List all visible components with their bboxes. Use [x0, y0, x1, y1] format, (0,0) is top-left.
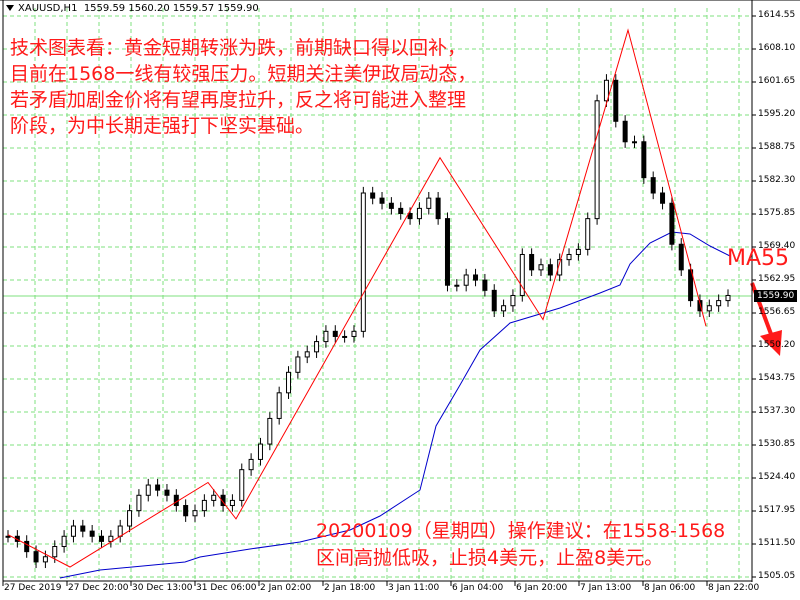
zigzag-indicator — [7, 28, 707, 568]
time-tick-label: 2 Jan 18:00 — [324, 583, 376, 593]
chart-title[interactable]: XAUUSD,H1 1559.59 1560.20 1559.57 1559.9… — [6, 3, 259, 14]
ohlc-values: 1559.59 1560.20 1559.57 1559.90 — [83, 3, 259, 14]
price-tick-label: 1582.30 — [758, 175, 796, 185]
price-tick-label: 1569.40 — [758, 241, 796, 251]
time-tick-label: 8 Jan 06:00 — [644, 583, 696, 593]
price-tick-label: 1575.85 — [758, 208, 796, 218]
analysis-line: 阶段，为中长期走强打下坚实基础。 — [10, 115, 315, 137]
analysis-line: 目前在1568一线有较强压力。短期关注美伊政局动态， — [10, 63, 477, 85]
price-tick-label: 1614.55 — [758, 10, 796, 20]
time-tick-label: 2 Jan 02:00 — [260, 583, 312, 593]
time-tick-label: 8 Jan 22:00 — [708, 583, 760, 593]
symbol-label: XAUUSD,H1 — [18, 3, 78, 14]
price-tick-label: 1550.20 — [758, 340, 796, 350]
price-tick-label: 1562.95 — [758, 274, 796, 284]
candlesticks — [5, 74, 731, 569]
analysis-line: 若矛盾加剧金价将有望再度拉升，反之将可能进入整理 — [10, 89, 467, 111]
time-tick-label: 3 Jan 11:00 — [388, 583, 440, 593]
time-tick-label: 6 Jan 20:00 — [516, 583, 568, 593]
price-tick-label: 1511.50 — [758, 538, 796, 548]
price-tick-label: 1537.30 — [758, 406, 796, 416]
ma55-line — [59, 231, 731, 579]
current-price-tag: 1559.90 — [754, 290, 798, 302]
time-tick-label: 27 Dec 2019 — [4, 583, 62, 593]
price-tick-label: 1543.75 — [758, 373, 796, 383]
chart-grid — [2, 8, 756, 586]
price-tick-label: 1517.95 — [758, 505, 796, 515]
price-tick-label: 1505.05 — [758, 571, 796, 581]
time-tick-label: 27 Dec 20:00 — [68, 583, 129, 593]
time-tick-label: 7 Jan 13:00 — [580, 583, 632, 593]
time-tick-label: 6 Jan 04:00 — [452, 583, 504, 593]
suggestion-line: 区间高抛低吸，止损4美元，止盈8美元。 — [316, 547, 664, 569]
analysis-note: 技术图表看：黄金短期转涨为跌，前期缺口得以回补， 目前在1568一线有较强压力。… — [10, 35, 476, 139]
time-tick-label: 31 Dec 06:00 — [196, 583, 257, 593]
price-tick-label: 1588.75 — [758, 142, 796, 152]
price-tick-label: 1556.65 — [758, 307, 796, 317]
price-tick-label: 1530.85 — [758, 439, 796, 449]
analysis-line: 技术图表看：黄金短期转涨为跌，前期缺口得以回补， — [10, 37, 467, 59]
price-tick-label: 1601.65 — [758, 76, 796, 86]
price-tick-label: 1524.40 — [758, 472, 796, 482]
price-tick-label: 1595.20 — [758, 109, 796, 119]
trade-suggestion-note: 20200109（星期四）操作建议：在1558-1568 区间高抛低吸，止损4美… — [316, 518, 725, 572]
dropdown-triangle-icon[interactable] — [6, 5, 14, 11]
time-tick-label: 30 Dec 13:00 — [132, 583, 193, 593]
price-tick-label: 1608.10 — [758, 43, 796, 53]
suggestion-line: 20200109（星期四）操作建议：在1558-1568 — [316, 520, 726, 542]
ma55-label: MA55 — [727, 246, 790, 271]
